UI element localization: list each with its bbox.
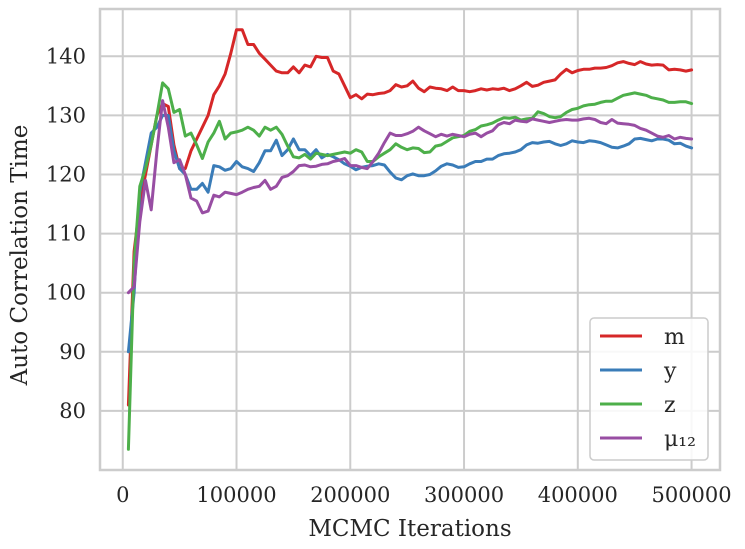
y-tick-label: 80 [59,399,86,423]
x-tick-label: 100000 [196,483,276,507]
series-line-3 [126,99,694,295]
x-tick-label: 300000 [424,483,504,507]
x-tick-label: 400000 [538,483,618,507]
legend-items: myz μ₁₂ [600,325,696,452]
y-tick-label: 130 [46,103,86,127]
plot-frame [98,7,722,472]
legend-label-0: m [664,325,685,350]
series-lines [126,28,694,451]
series-line-2 [126,81,694,451]
x-tick-label: 500000 [651,483,731,507]
legend: myz μ₁₂ [589,317,709,461]
legend-label-2: z [664,393,676,418]
y-tick-label: 140 [46,44,86,68]
y-tick-label: 100 [46,281,86,305]
tick-labels: 0 100000 200000 300000 400000 500000 80 90 100 11… [46,44,732,507]
legend-label-3: μ₁₂ [664,427,696,452]
x-axis-title: MCMC Iterations [308,516,511,542]
y-tick-label: 110 [46,222,86,246]
legend-box [589,317,709,461]
x-tick-label: 0 [116,483,129,507]
y-tick-label: 120 [46,162,86,186]
series-line-1 [126,113,694,354]
y-tick-label: 90 [59,340,86,364]
legend-label-1: y [663,359,677,384]
series-line-0 [126,28,694,407]
y-axis-title: Auto Correlation Time [7,125,33,387]
x-tick-label: 200000 [310,483,390,507]
